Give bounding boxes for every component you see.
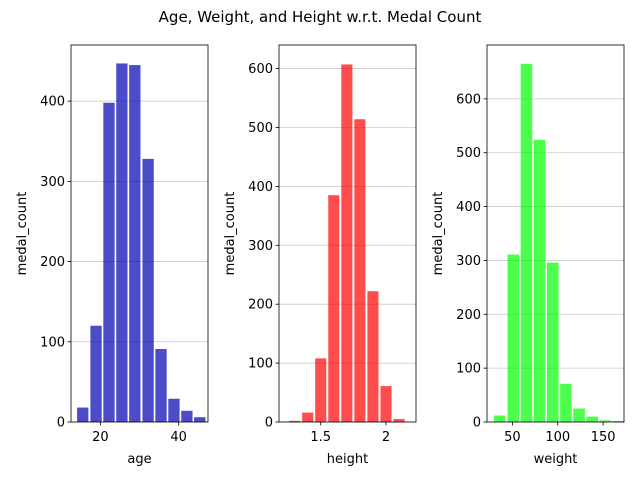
figure-title: Age, Weight, and Height w.r.t. Medal Cou… <box>159 8 482 26</box>
age-ytick-label: 200 <box>40 255 65 270</box>
weight-ylabel: medal_count <box>431 192 446 276</box>
weight-ytick-label: 300 <box>456 254 481 269</box>
height-bar <box>315 358 327 422</box>
height-bar <box>289 420 301 422</box>
age-xtick-label: 40 <box>170 430 187 445</box>
age-ylabel: medal_count <box>15 192 30 276</box>
height-xtick-label: 1.5 <box>310 430 331 445</box>
height-bar <box>341 64 353 423</box>
weight-xtick-label: 50 <box>504 430 521 445</box>
weight-ytick-label: 100 <box>456 362 481 377</box>
age-bar <box>181 410 193 422</box>
height-ytick-label: 100 <box>248 357 273 372</box>
age-bar <box>168 398 180 422</box>
weight-ytick-label: 500 <box>456 146 481 161</box>
height-bar <box>328 195 340 422</box>
weight-axes-frame <box>486 44 625 423</box>
weight-bar <box>573 408 585 422</box>
weight-bar <box>599 420 612 422</box>
weight-xtick-label: 150 <box>591 430 616 445</box>
height-bar <box>354 119 366 423</box>
subplot-height: 0 100 200 300 400 500 600 1.5 2 height medal_count <box>223 44 417 467</box>
age-bar <box>116 63 128 422</box>
height-xtick-label: 2 <box>382 430 390 445</box>
weight-ytick-label: 200 <box>456 308 481 323</box>
weight-xtick-label: 100 <box>545 430 570 445</box>
age-bar <box>77 407 89 422</box>
weight-bar <box>507 254 520 422</box>
age-bar <box>155 349 167 422</box>
age-xlabel: age <box>127 452 151 467</box>
height-xlabel: height <box>327 452 368 467</box>
weight-bar <box>586 416 599 422</box>
weight-bar <box>612 420 625 422</box>
height-bar <box>302 412 314 422</box>
age-ytick-label: 0 <box>57 416 65 431</box>
height-ytick-label: 600 <box>248 62 273 77</box>
height-ylabel: medal_count <box>223 192 238 276</box>
height-bar <box>393 419 405 422</box>
age-bar <box>194 417 206 422</box>
height-axes-frame <box>278 44 417 423</box>
subplot-age: 0 100 200 300 400 20 40 age medal_count <box>15 44 209 467</box>
age-axes-frame <box>70 44 209 423</box>
weight-bar <box>546 262 559 422</box>
height-ytick-label: 400 <box>248 180 273 195</box>
weight-ytick-label: 0 <box>473 416 481 431</box>
weight-xlabel: weight <box>534 452 578 467</box>
weight-ytick-label: 600 <box>456 92 481 107</box>
age-ytick-label: 300 <box>40 175 65 190</box>
height-ytick-label: 0 <box>265 416 273 431</box>
height-ytick-label: 300 <box>248 239 273 254</box>
age-bar <box>129 65 141 422</box>
weight-bar <box>493 415 506 422</box>
age-xtick-label: 20 <box>92 430 109 445</box>
age-bar <box>142 158 154 422</box>
weight-bar <box>560 383 572 422</box>
age-bar <box>103 102 115 423</box>
age-ytick-label: 400 <box>40 95 65 110</box>
weight-bar <box>533 139 546 422</box>
age-ytick-label: 100 <box>40 335 65 350</box>
height-ytick-label: 500 <box>248 121 273 136</box>
age-bar <box>90 325 102 422</box>
weight-bar <box>520 63 533 422</box>
weight-ytick-label: 400 <box>456 200 481 215</box>
height-bar <box>367 291 379 422</box>
subplot-weight: 0 100 200 300 400 500 600 50 100 150 weight medal_c… <box>431 44 625 467</box>
height-ytick-label: 200 <box>248 298 273 313</box>
height-bar <box>380 386 392 422</box>
